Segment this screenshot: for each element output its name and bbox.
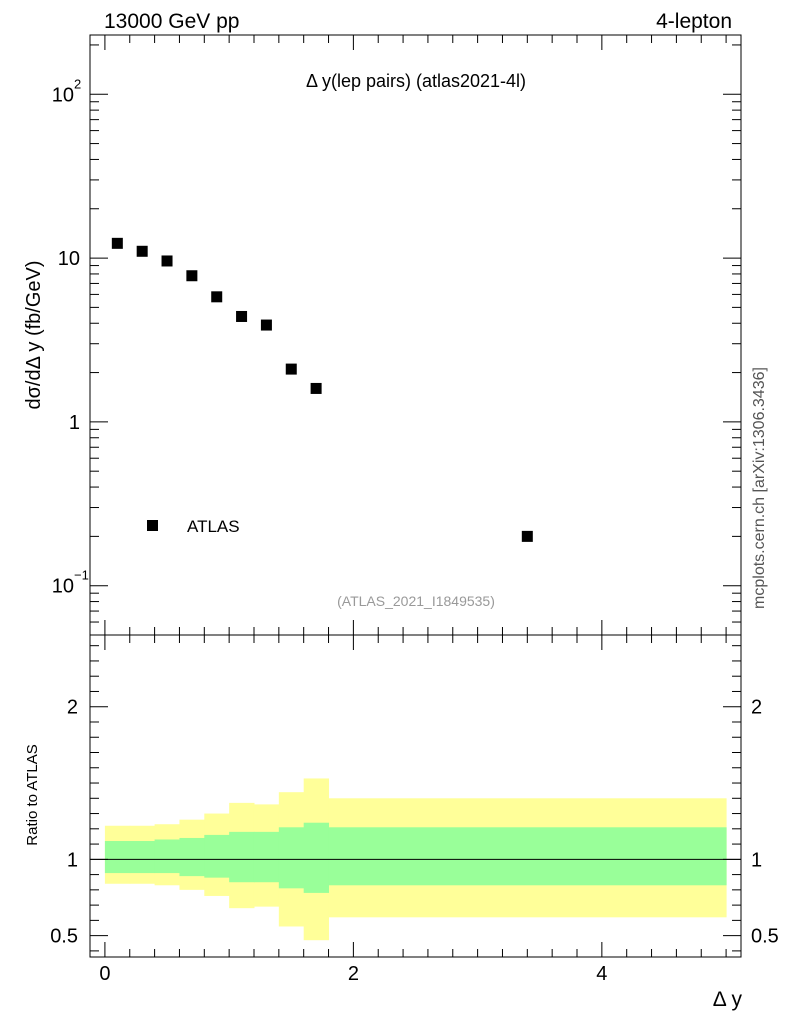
ratio-y-tick-label-right: 2 [751, 697, 762, 719]
data-point-atlas [521, 530, 533, 542]
ratio-band-bin [278, 827, 305, 889]
x-axis-label: Δ y [713, 988, 743, 1011]
ratio-band-bin [253, 831, 280, 883]
ratio-y-tick-label-right: 1 [751, 849, 762, 871]
data-point-atlas [285, 363, 297, 375]
data-point-atlas [310, 382, 322, 394]
energy-label: 13000 GeV pp [104, 10, 239, 33]
data-point-atlas [211, 291, 223, 303]
ratio-band-bin [229, 831, 255, 883]
ratio-tick-labels: 0.5 0.5 1 1 2 2 0 2 4 [50, 697, 779, 985]
legend-label-atlas: ATLAS [187, 517, 240, 536]
tick-exponent: 2 [74, 76, 81, 91]
ratio-y-tick-label-right: 0.5 [751, 926, 779, 948]
ratio-y-tick-label-left: 0.5 [50, 926, 78, 948]
data-point-atlas [136, 245, 148, 257]
ratio-plot-frame [89, 634, 742, 958]
main-y-tick-label: −110 [52, 568, 89, 598]
ratio-band-bin [303, 822, 330, 893]
main-data-points [111, 237, 533, 542]
tick-base: 10 [52, 84, 74, 106]
ratio-band-bin [328, 827, 727, 886]
ratio-band-bin [204, 834, 230, 878]
tick-base: 10 [52, 576, 74, 598]
side-credit-label: mcplots.cern.ch [arXiv:1306.3436] [751, 367, 768, 609]
data-point-atlas [236, 310, 248, 322]
main-ticks [90, 35, 741, 636]
ratio-band-bin [129, 841, 156, 874]
analysis-watermark: (ATLAS_2021_I1849535) [337, 593, 495, 609]
tick-base: 1 [69, 412, 80, 434]
x-tick-label: 4 [596, 963, 607, 985]
x-tick-label: 0 [99, 963, 110, 985]
main-y-tick-label: 10 [58, 248, 80, 270]
main-y-tick-label: 1 [69, 412, 80, 434]
process-label: 4-lepton [656, 10, 732, 33]
data-point-atlas [260, 319, 272, 331]
legend-marker-atlas [147, 520, 158, 531]
ratio-ticks [90, 635, 741, 957]
ratio-band-bin [154, 839, 180, 874]
tick-exponent: −1 [74, 568, 89, 583]
ratio-y-axis-label: Ratio to ATLAS [24, 744, 41, 845]
data-point-atlas [186, 270, 198, 282]
tick-base: 10 [58, 248, 80, 270]
main-title: Δ y(lep pairs) (atlas2021-4l) [306, 71, 526, 91]
main-y-tick-label: 210 [52, 76, 81, 106]
data-point-atlas [161, 255, 173, 267]
data-point-atlas [111, 237, 123, 249]
ratio-y-tick-label-left: 2 [67, 697, 78, 719]
main-y-axis-label: dσ/dΔ y (fb/GeV) [23, 260, 45, 409]
ratio-band-bin [104, 841, 131, 874]
ratio-band-bin [179, 837, 205, 877]
ratio-y-tick-label-left: 1 [67, 849, 78, 871]
x-tick-label: 2 [348, 963, 359, 985]
main-plot-frame [89, 34, 742, 636]
